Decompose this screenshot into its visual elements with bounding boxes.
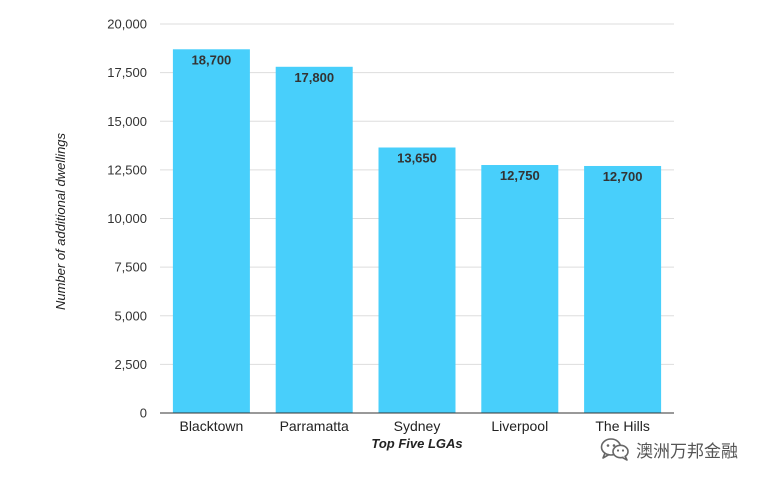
data-labels: 18,700 17,800 13,650 12,750 12,700 (192, 52, 643, 184)
bar-the-hills (584, 165, 662, 413)
wechat-icon (600, 438, 629, 461)
bar-liverpool (481, 165, 559, 413)
watermark: 澳洲万邦金融 (600, 436, 738, 462)
y-tick-label: 12,500 (107, 162, 147, 177)
watermark-text: 澳洲万邦金融 (636, 441, 738, 462)
y-axis-ticks: 0 2,500 5,000 7,500 10,000 12,500 15,000 17,500… (107, 17, 147, 421)
y-tick-label: 7,500 (114, 260, 147, 275)
bar-sydney (378, 147, 456, 413)
data-label: 13,650 (397, 151, 437, 166)
y-tick-label: 17,500 (107, 65, 147, 80)
x-axis-categories: Blacktown Parramatta Sydney Liverpool The Hi… (179, 418, 649, 434)
x-axis-title: Top Five LGAs (371, 436, 462, 451)
data-label: 12,700 (603, 169, 643, 184)
x-category-label: Blacktown (179, 418, 243, 434)
y-tick-label: 0 (140, 406, 147, 421)
bar-blacktown (172, 49, 250, 413)
x-category-label: Liverpool (491, 418, 548, 434)
y-tick-label: 2,500 (114, 357, 147, 372)
x-category-label: Sydney (394, 418, 441, 434)
data-label: 17,800 (294, 70, 334, 85)
bar-parramatta (275, 66, 353, 413)
y-tick-label: 10,000 (107, 211, 147, 226)
y-axis-title: Number of additional dwellings (53, 132, 68, 310)
y-tick-label: 15,000 (107, 114, 147, 129)
bars (172, 49, 662, 413)
x-category-label: Parramatta (280, 418, 349, 434)
data-label: 18,700 (192, 52, 232, 67)
y-tick-label: 20,000 (107, 17, 147, 32)
data-label: 12,750 (500, 168, 540, 183)
x-category-label: The Hills (595, 418, 649, 434)
y-tick-label: 5,000 (114, 308, 147, 323)
